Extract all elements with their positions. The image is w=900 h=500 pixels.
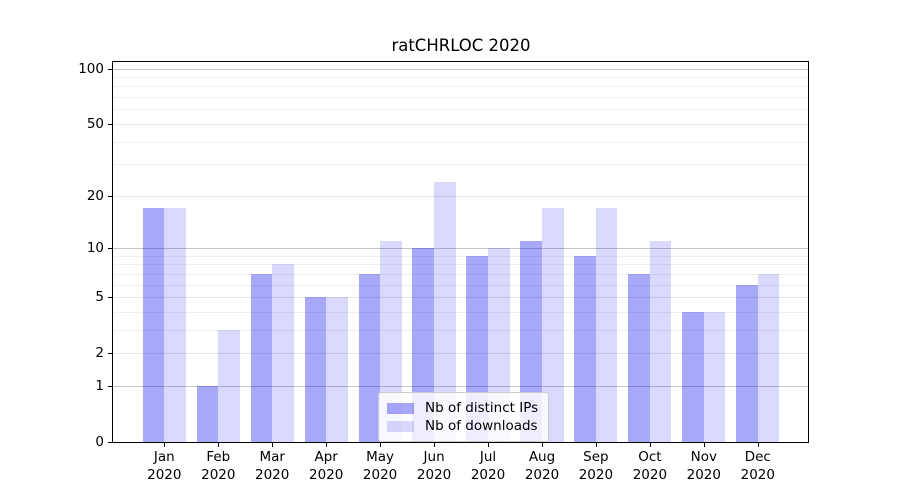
x-tick-mark <box>218 443 220 447</box>
y-tick-mark <box>108 353 112 355</box>
x-tick-label: Jan 2020 <box>147 449 182 483</box>
bar <box>142 208 165 442</box>
x-tick-label: Jul 2020 <box>470 449 506 483</box>
bar <box>358 273 381 442</box>
gridline <box>113 86 808 88</box>
y-tick-label: 10 <box>86 240 104 256</box>
legend: Nb of distinct IPs Nb of downloads <box>378 392 550 442</box>
x-tick-mark <box>757 443 759 447</box>
bar <box>380 240 402 442</box>
bar <box>218 329 240 442</box>
x-tick-label: Mar 2020 <box>255 449 290 483</box>
y-tick-label: 1 <box>95 377 104 394</box>
gridline <box>113 273 808 275</box>
y-tick-mark <box>108 68 112 70</box>
legend-swatch-downloads <box>387 420 414 432</box>
x-tick-mark <box>488 443 489 447</box>
bar <box>649 240 672 442</box>
bar <box>703 311 726 442</box>
x-tick-label: Aug 2020 <box>524 449 560 483</box>
gridline <box>113 297 808 298</box>
bar <box>196 385 219 442</box>
x-tick-mark <box>595 443 597 447</box>
x-tick-label: Nov 2020 <box>686 449 721 483</box>
bar <box>520 240 542 442</box>
x-tick-label: Sep 2020 <box>578 449 614 483</box>
bar <box>736 284 758 442</box>
bar <box>434 181 456 442</box>
x-tick-label: Oct 2020 <box>632 449 668 483</box>
bar <box>250 273 273 442</box>
legend-label-distinct-ips: Nb of distinct IPs <box>425 400 539 416</box>
y-tick-label: 5 <box>95 289 104 305</box>
y-tick-mark <box>108 385 112 387</box>
y-tick-mark <box>108 442 112 443</box>
gridline <box>113 264 808 266</box>
gridline <box>113 164 808 166</box>
bar <box>326 297 348 442</box>
x-tick-mark <box>326 443 328 447</box>
bar <box>304 297 327 442</box>
y-tick-mark <box>108 297 112 298</box>
gridline <box>113 353 808 355</box>
gridline <box>113 195 808 197</box>
gridline <box>113 97 808 99</box>
legend-entry-downloads: Nb of downloads <box>387 418 538 434</box>
x-tick-label: Apr 2020 <box>309 449 344 483</box>
x-tick-mark <box>542 443 543 447</box>
y-tick-label: 2 <box>95 345 104 362</box>
x-tick-label: Feb 2020 <box>201 449 236 483</box>
gridline <box>113 329 808 331</box>
gridline <box>113 68 808 70</box>
x-tick-mark <box>164 443 166 447</box>
bar <box>574 255 596 442</box>
x-tick-mark <box>380 443 382 447</box>
bar <box>164 208 186 442</box>
x-tick-mark <box>434 443 436 447</box>
legend-swatch-distinct-ips <box>387 402 414 414</box>
gridline <box>113 109 808 111</box>
gridline <box>113 284 808 286</box>
y-tick-label: 20 <box>86 187 104 204</box>
plot-area: Nb of distinct IPs Nb of downloads <box>112 61 809 443</box>
legend-entry-distinct-ips: Nb of distinct IPs <box>387 400 538 416</box>
bar <box>682 311 704 442</box>
y-tick-mark <box>108 248 112 249</box>
bar <box>757 273 780 442</box>
x-tick-mark <box>649 443 651 447</box>
bar <box>542 208 564 442</box>
gridline <box>113 141 808 143</box>
y-tick-mark <box>108 195 112 197</box>
gridline <box>113 123 808 125</box>
y-tick-label: 100 <box>78 60 104 77</box>
x-tick-label: Jun 2020 <box>416 449 452 483</box>
gridline <box>113 77 808 78</box>
x-tick-mark <box>703 443 705 447</box>
bar <box>272 264 294 442</box>
chart-title: ratCHRLOC 2020 <box>391 36 531 55</box>
x-tick-mark <box>272 443 274 447</box>
y-tick-mark <box>108 123 112 125</box>
gridline <box>113 311 808 313</box>
gridline <box>113 385 808 387</box>
x-tick-label: May 2020 <box>362 449 398 483</box>
x-tick-label: Dec 2020 <box>740 449 775 483</box>
gridline <box>113 248 808 249</box>
y-tick-label: 50 <box>86 115 104 132</box>
legend-label-downloads: Nb of downloads <box>425 418 538 434</box>
bar <box>628 273 650 442</box>
bar <box>595 208 618 442</box>
y-tick-label: 0 <box>95 434 104 450</box>
gridline <box>113 255 808 257</box>
